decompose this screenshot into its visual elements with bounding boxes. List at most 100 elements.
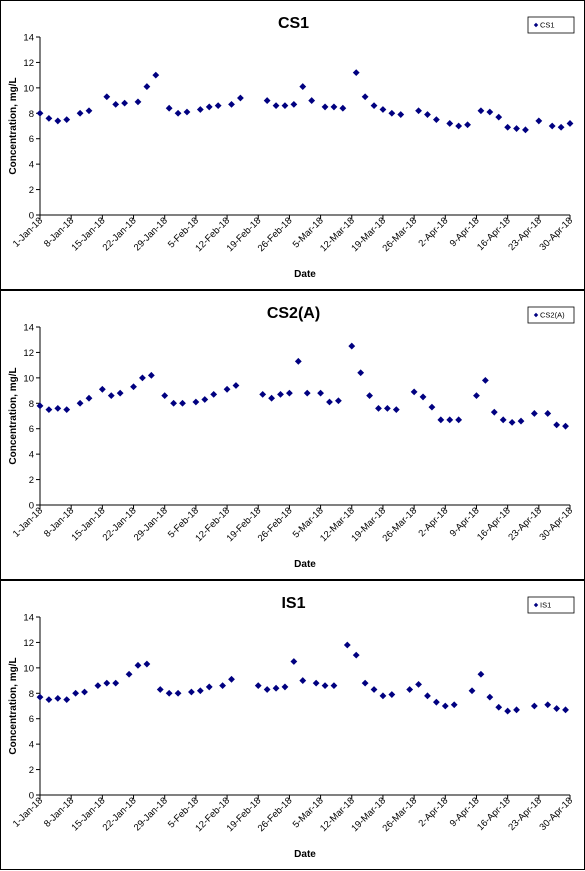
data-point [134,661,142,669]
data-point [473,392,480,400]
y-tick-label: 12 [23,348,34,359]
data-point [544,701,552,709]
legend-marker [533,312,539,318]
data-point [361,679,369,687]
data-point [232,382,240,389]
chart-title: CS1 [278,15,309,32]
data-point [432,116,440,124]
x-tick-label: 26-Mar-18 [380,215,419,254]
data-point [286,389,293,397]
data-point [116,389,124,397]
data-point [54,404,62,412]
y-tick-label: 10 [23,373,34,384]
data-point [424,111,431,118]
data-point [201,396,209,403]
data-point [383,404,391,412]
data-point [490,408,498,416]
data-point [281,683,289,691]
data-point [228,675,235,683]
data-point [477,670,485,678]
data-point [499,416,507,424]
data-point [290,658,298,665]
chart-svg: IS1024681012141-Jan-188-Jan-1815-Jan-182… [8,595,575,860]
data-point [161,392,169,400]
data-point [468,687,476,695]
data-point [375,404,382,412]
data-point [196,687,204,695]
data-point [272,684,280,692]
legend-label: IS1 [540,601,551,610]
x-tick-label: 30-Apr-18 [537,505,575,543]
data-point [272,102,280,110]
data-point [312,679,320,687]
data-point [553,421,561,429]
legend-label: CS2(A) [540,311,565,320]
data-point [268,394,275,402]
data-point [210,390,218,398]
data-point [259,390,267,398]
data-point [370,102,378,110]
data-point [379,692,387,700]
data-point [147,371,155,379]
data-point [495,703,503,711]
data-point [352,69,360,76]
data-point [174,109,182,117]
y-tick-label: 14 [23,33,34,44]
data-point [214,102,222,110]
data-point [85,394,93,402]
data-point [486,108,494,116]
data-point [330,682,338,690]
data-point [481,377,489,384]
y-tick-label: 0 [29,211,34,222]
y-tick-label: 6 [29,134,34,145]
y-tick-label: 14 [23,613,34,624]
data-point [174,689,182,697]
data-point [107,392,115,400]
data-point [348,342,356,350]
x-tick-label: 30-Apr-18 [537,795,575,833]
chart-title: CS2(A) [267,305,320,322]
data-point [156,686,164,693]
chart-panel-cs2a: CS2(A) 0 2 4 6 8 10 12 14 1-Jan-18 8-Jan-18 15-Jan-… [0,290,585,580]
data-point [143,83,151,90]
x-axis-label: Date [294,269,316,280]
legend-box [527,16,575,34]
data-point [450,701,458,709]
data-point [130,383,137,391]
data-point [81,688,88,696]
data-point [143,660,151,668]
data-point [566,120,574,127]
data-point [98,385,106,393]
data-point [76,109,84,117]
data-point [508,418,516,426]
x-tick-label: 26-Mar-18 [380,505,419,544]
data-point [36,109,44,117]
data-point [562,422,569,430]
data-point [410,388,418,396]
data-point [219,682,227,690]
data-point [45,114,53,122]
legend-box [527,596,575,614]
chart-svg: CS1024681012141-Jan-188-Jan-1815-Jan-182… [8,15,575,280]
y-tick-label: 14 [23,323,34,334]
data-point [419,393,427,401]
legend: IS1 [527,596,575,614]
data-point [326,398,333,406]
data-point [294,357,302,365]
data-point [361,93,369,101]
data-point [63,696,71,704]
x-tick-label: 26-Feb-18 [256,505,295,544]
data-point [424,692,431,700]
chart-svg: CS2(A)024681012141-Jan-188-Jan-1815-Jan-… [8,305,575,570]
data-point [535,117,543,125]
data-point [121,99,129,107]
data-point [321,682,329,690]
data-point [139,374,146,382]
data-point [94,682,102,690]
data-point [446,416,454,424]
y-tick-label: 6 [29,424,34,435]
data-point [188,688,195,696]
data-point [339,104,347,112]
y-axis-label: Concentration, mg/L [8,657,19,754]
x-tick-label: 26-Mar-18 [380,795,419,834]
